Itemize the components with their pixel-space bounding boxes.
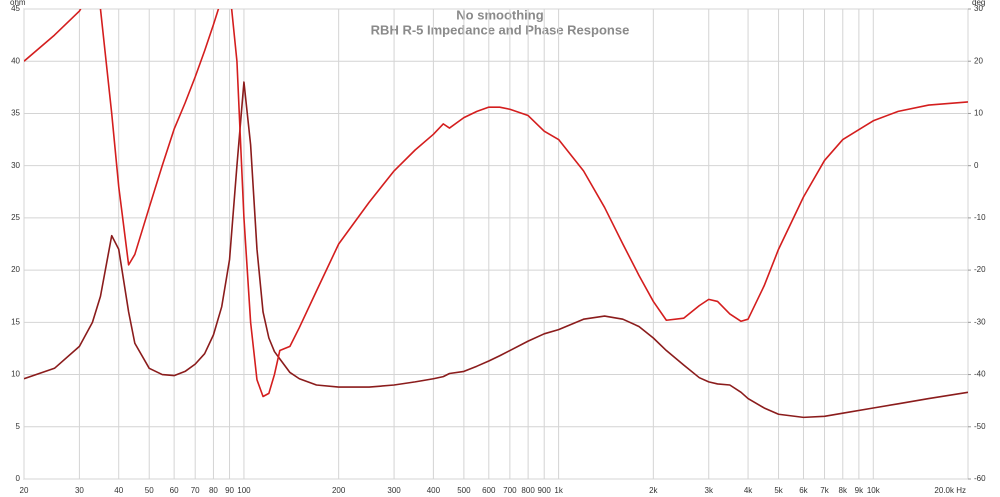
- x-tick-label: 600: [482, 486, 496, 495]
- x-tick-label: 80: [209, 486, 218, 495]
- y-tick-label: 0: [16, 474, 21, 483]
- plot-lines: [24, 9, 968, 419]
- y-tick-label: 45: [11, 4, 20, 13]
- x-tick-label: 8k: [839, 486, 848, 495]
- x-tick-label: 9k: [855, 486, 864, 495]
- x-tick-label: 60: [170, 486, 179, 495]
- chart-subtitle: RBH R-5 Impedance and Phase Response: [371, 22, 630, 37]
- x-tick-label: 800: [521, 486, 535, 495]
- data-line: [24, 81, 968, 419]
- x-tick-label: 90: [225, 486, 234, 495]
- x-tick-label: 400: [427, 486, 441, 495]
- x-tick-label: 50: [145, 486, 154, 495]
- x-tick-label: 5k: [774, 486, 783, 495]
- x-tick-label: 300: [387, 486, 401, 495]
- y2-tick-label: -50: [974, 422, 986, 431]
- x-tick-label: 900: [538, 486, 552, 495]
- y2-tick-label: 0: [974, 161, 979, 170]
- x-tick-label: 30: [75, 486, 84, 495]
- chart-title: No smoothing: [456, 7, 543, 22]
- x-tick-label: 3k: [705, 486, 714, 495]
- x-tick-label: 70: [191, 486, 200, 495]
- y-tick-label: 40: [11, 56, 20, 65]
- x-tick-label: 6k: [799, 486, 808, 495]
- data-line: [24, 9, 968, 398]
- y-axis-label: ohm: [10, 0, 26, 7]
- x-tick-label: 100: [237, 486, 251, 495]
- x-tick-label: 20: [20, 486, 29, 495]
- plot-area: [23, 8, 969, 480]
- x-tick-label: 4k: [744, 486, 753, 495]
- x-tick-label: 500: [457, 486, 471, 495]
- y2-tick-label: -20: [974, 265, 986, 274]
- x-tick-label: 10k: [867, 486, 881, 495]
- y2-tick-label: 30: [974, 4, 983, 13]
- x-tick-label: 7k: [820, 486, 829, 495]
- x-tick-label: 200: [332, 486, 346, 495]
- y-tick-label: 10: [11, 370, 20, 379]
- y-tick-label: 30: [11, 161, 20, 170]
- y2-tick-label: -10: [974, 213, 986, 222]
- y2-axis-label: deg: [972, 0, 985, 7]
- y-tick-label: 20: [11, 265, 20, 274]
- x-tick-label: 1k: [554, 486, 563, 495]
- x-tick-label: 40: [114, 486, 123, 495]
- y-tick-label: 35: [11, 109, 20, 118]
- y2-tick-label: -60: [974, 474, 986, 483]
- x-tick-label: 20.0k Hz: [934, 486, 966, 495]
- y2-tick-label: 10: [974, 109, 983, 118]
- y2-tick-label: -30: [974, 317, 986, 326]
- y-tick-label: 25: [11, 213, 20, 222]
- x-tick-label: 2k: [649, 486, 658, 495]
- y2-tick-label: 20: [974, 56, 983, 65]
- y-tick-label: 15: [11, 317, 20, 326]
- y-tick-label: 5: [16, 422, 21, 431]
- grid: [23, 8, 969, 480]
- x-tick-label: 700: [503, 486, 517, 495]
- y2-tick-label: -40: [974, 370, 986, 379]
